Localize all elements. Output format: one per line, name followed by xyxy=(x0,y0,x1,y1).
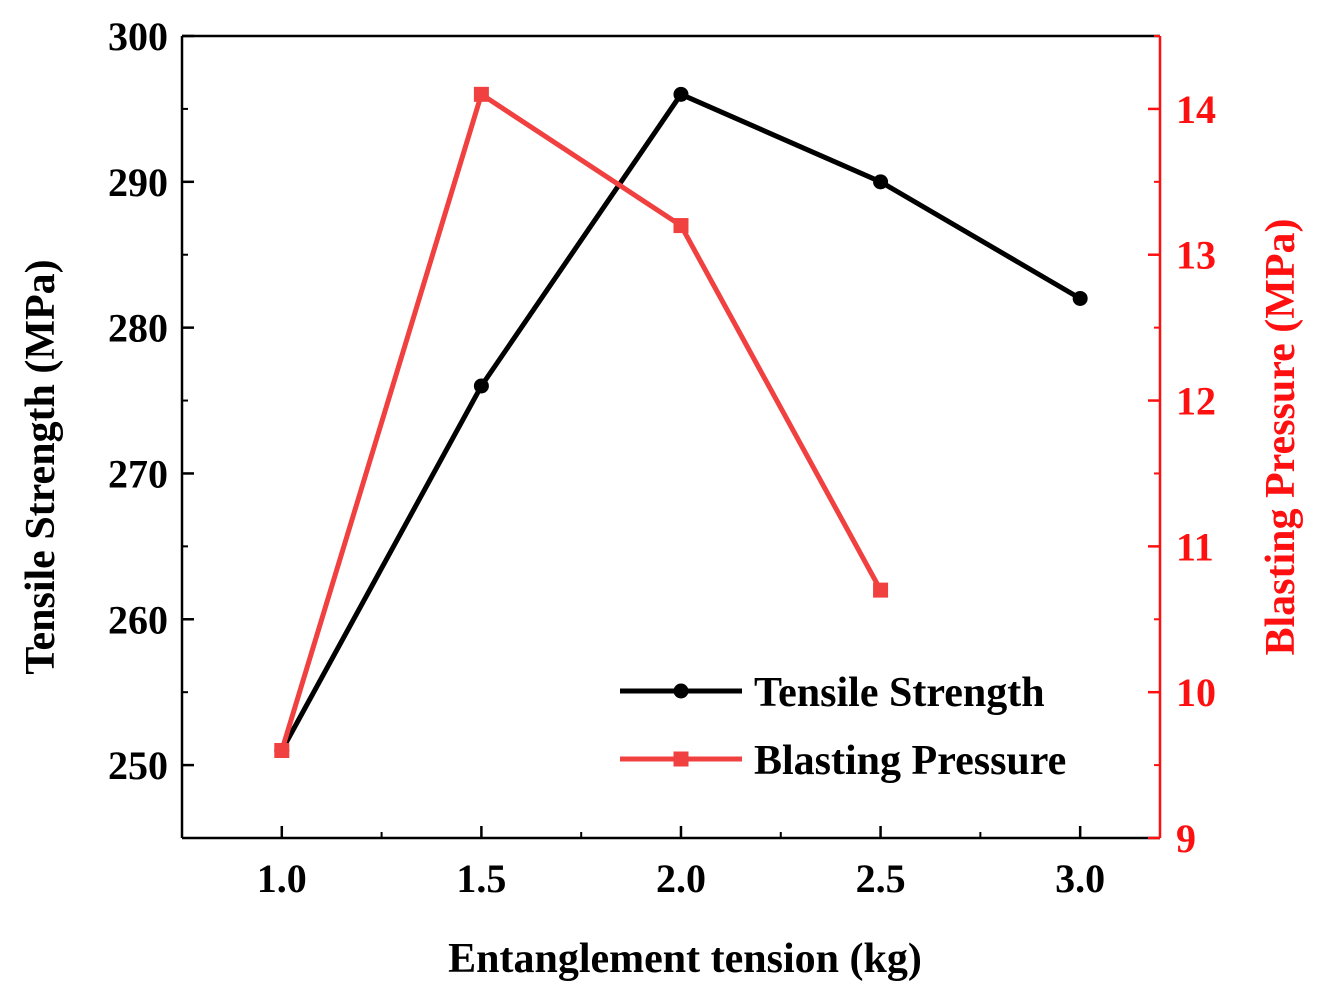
y-right-tick-label: 11 xyxy=(1176,524,1214,569)
series-1-point xyxy=(673,86,689,102)
series-2-point xyxy=(274,743,290,759)
x-tick-label: 3.0 xyxy=(1055,856,1105,901)
y-left-tick-label: 290 xyxy=(108,160,168,205)
x-tick-label: 2.5 xyxy=(856,856,906,901)
legend-label-2: Blasting Pressure xyxy=(754,738,1066,784)
y-left-tick-label: 270 xyxy=(108,451,168,496)
y-axis-right-title: Blasting Pressure (MPa) xyxy=(1258,218,1304,655)
y-right-tick-label: 13 xyxy=(1176,233,1216,278)
legend: Tensile Strength Blasting Pressure xyxy=(620,670,1066,784)
axes-layer: 1.0 1.5 2.0 2.5 3.0 250 260 270 280 290 300 9 10 11 12… xyxy=(18,14,1304,982)
y-left-tick-label: 280 xyxy=(108,306,168,351)
series-layer xyxy=(274,86,1088,759)
y-axis-left-title: Tensile Strength (MPa) xyxy=(18,259,64,674)
y-right-tick-label: 12 xyxy=(1176,379,1216,424)
y-right-tick-label: 14 xyxy=(1176,87,1216,132)
x-tick-label: 1.0 xyxy=(257,856,307,901)
x-axis-title: Entanglement tension (kg) xyxy=(448,936,922,982)
series-line-2 xyxy=(279,91,883,752)
y-right-tick-label: 9 xyxy=(1176,816,1196,861)
legend-marker-1 xyxy=(673,683,689,699)
x-tick-label: 2.0 xyxy=(656,856,706,901)
series-1-point xyxy=(873,174,889,190)
series-1-point xyxy=(473,378,489,394)
y-left-tick-label: 300 xyxy=(108,14,168,59)
x-tick-label: 1.5 xyxy=(456,856,506,901)
y-left-tick-label: 250 xyxy=(108,743,168,788)
series-line-1 xyxy=(279,91,1082,752)
y-left-tick-label: 260 xyxy=(108,597,168,642)
series-1-point xyxy=(1072,290,1088,306)
series-2-point xyxy=(673,218,689,234)
series-2-point xyxy=(873,582,889,598)
legend-marker-2 xyxy=(673,751,689,767)
y-right-tick-label: 10 xyxy=(1176,670,1216,715)
legend-label-1: Tensile Strength xyxy=(754,670,1045,716)
series-2-point xyxy=(473,86,489,102)
